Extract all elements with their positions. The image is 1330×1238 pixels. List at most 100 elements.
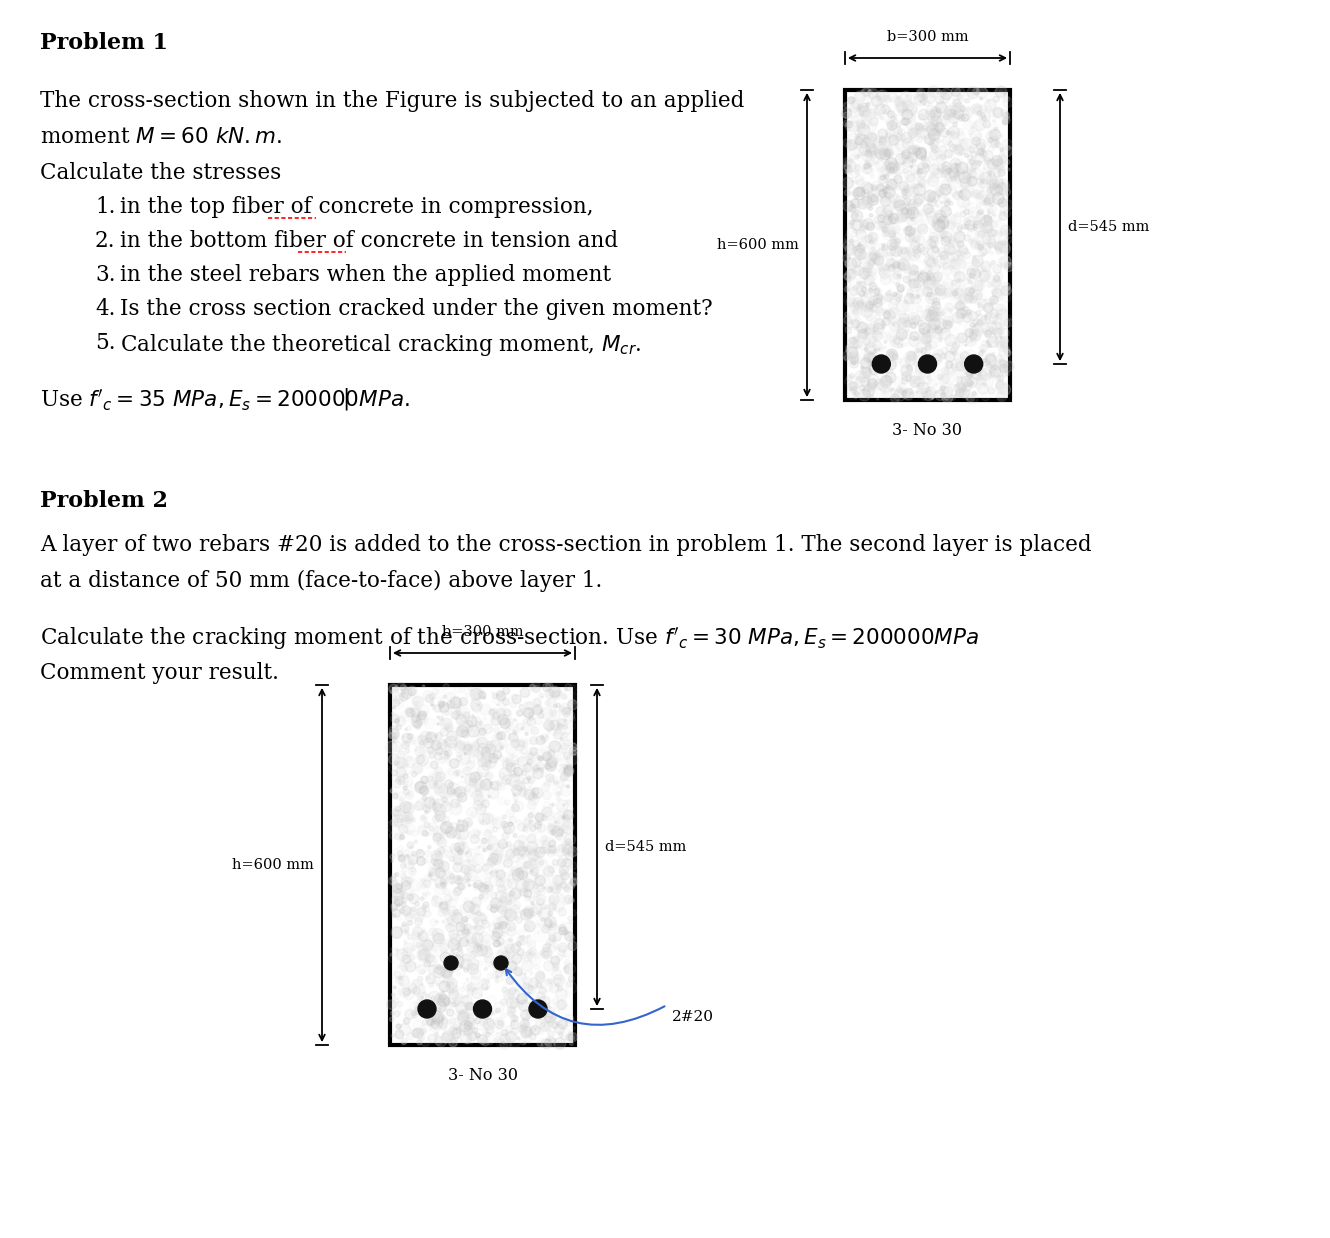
Circle shape	[440, 776, 444, 780]
Circle shape	[995, 128, 998, 130]
Circle shape	[440, 704, 452, 716]
Circle shape	[952, 350, 958, 355]
Circle shape	[392, 883, 403, 893]
Circle shape	[496, 951, 503, 957]
Circle shape	[850, 279, 861, 290]
Circle shape	[912, 281, 920, 288]
Circle shape	[472, 932, 483, 943]
Circle shape	[880, 105, 890, 114]
Circle shape	[552, 690, 560, 698]
Circle shape	[948, 368, 955, 374]
Circle shape	[527, 1011, 533, 1018]
Circle shape	[887, 180, 898, 189]
Circle shape	[471, 717, 481, 727]
Circle shape	[845, 270, 855, 280]
Circle shape	[431, 740, 442, 750]
Circle shape	[883, 215, 892, 225]
Circle shape	[866, 157, 875, 166]
Circle shape	[882, 100, 887, 105]
Circle shape	[928, 116, 935, 123]
Circle shape	[455, 687, 460, 693]
Circle shape	[960, 192, 967, 198]
Circle shape	[971, 322, 983, 333]
Circle shape	[898, 323, 908, 334]
Circle shape	[903, 228, 906, 230]
Circle shape	[890, 243, 896, 250]
Circle shape	[979, 248, 987, 256]
Circle shape	[845, 234, 853, 243]
Circle shape	[555, 821, 557, 823]
Circle shape	[443, 1029, 455, 1040]
Circle shape	[915, 348, 919, 353]
Circle shape	[442, 802, 451, 812]
Circle shape	[990, 233, 992, 235]
Circle shape	[907, 365, 912, 371]
Circle shape	[843, 295, 855, 306]
Circle shape	[874, 318, 884, 329]
Circle shape	[529, 848, 536, 855]
Circle shape	[902, 249, 912, 259]
Circle shape	[988, 137, 999, 147]
Circle shape	[536, 891, 540, 895]
Circle shape	[936, 204, 939, 207]
Circle shape	[412, 722, 419, 728]
Circle shape	[888, 264, 892, 269]
Circle shape	[551, 755, 559, 763]
Circle shape	[552, 1023, 557, 1029]
Circle shape	[883, 391, 890, 399]
Circle shape	[914, 254, 916, 256]
Circle shape	[396, 717, 406, 725]
Circle shape	[491, 716, 495, 719]
Circle shape	[936, 312, 942, 317]
Circle shape	[503, 822, 515, 833]
Circle shape	[512, 774, 516, 777]
Circle shape	[938, 184, 946, 193]
Circle shape	[880, 275, 891, 285]
Circle shape	[968, 207, 979, 218]
Circle shape	[942, 328, 947, 333]
Circle shape	[903, 157, 914, 167]
Circle shape	[567, 766, 572, 771]
Circle shape	[519, 789, 527, 796]
Circle shape	[471, 969, 481, 979]
Circle shape	[947, 199, 950, 203]
Circle shape	[987, 241, 991, 246]
Circle shape	[524, 787, 536, 799]
Circle shape	[955, 272, 958, 275]
Circle shape	[439, 903, 442, 905]
Circle shape	[1001, 282, 1011, 291]
Circle shape	[395, 977, 403, 984]
Circle shape	[971, 165, 976, 170]
Circle shape	[547, 755, 557, 766]
Circle shape	[851, 103, 855, 105]
Circle shape	[541, 1019, 548, 1025]
Circle shape	[907, 202, 911, 207]
Circle shape	[533, 999, 541, 1009]
Circle shape	[970, 296, 976, 303]
Circle shape	[511, 764, 519, 771]
Circle shape	[902, 344, 904, 347]
Circle shape	[902, 390, 910, 399]
Circle shape	[887, 312, 895, 318]
Circle shape	[556, 849, 559, 853]
Circle shape	[536, 884, 544, 891]
Circle shape	[553, 978, 561, 985]
Circle shape	[509, 784, 512, 786]
Circle shape	[954, 163, 956, 167]
Circle shape	[509, 869, 516, 877]
Circle shape	[918, 209, 924, 215]
Circle shape	[867, 261, 870, 265]
Circle shape	[858, 104, 862, 109]
Circle shape	[980, 181, 984, 184]
Circle shape	[967, 161, 976, 171]
Circle shape	[504, 940, 513, 950]
Circle shape	[958, 279, 960, 281]
Circle shape	[958, 191, 963, 197]
Circle shape	[523, 847, 528, 852]
Circle shape	[455, 770, 459, 774]
Circle shape	[855, 249, 866, 260]
Circle shape	[452, 993, 459, 1000]
Circle shape	[964, 292, 974, 301]
Circle shape	[446, 922, 450, 926]
Circle shape	[394, 810, 402, 818]
